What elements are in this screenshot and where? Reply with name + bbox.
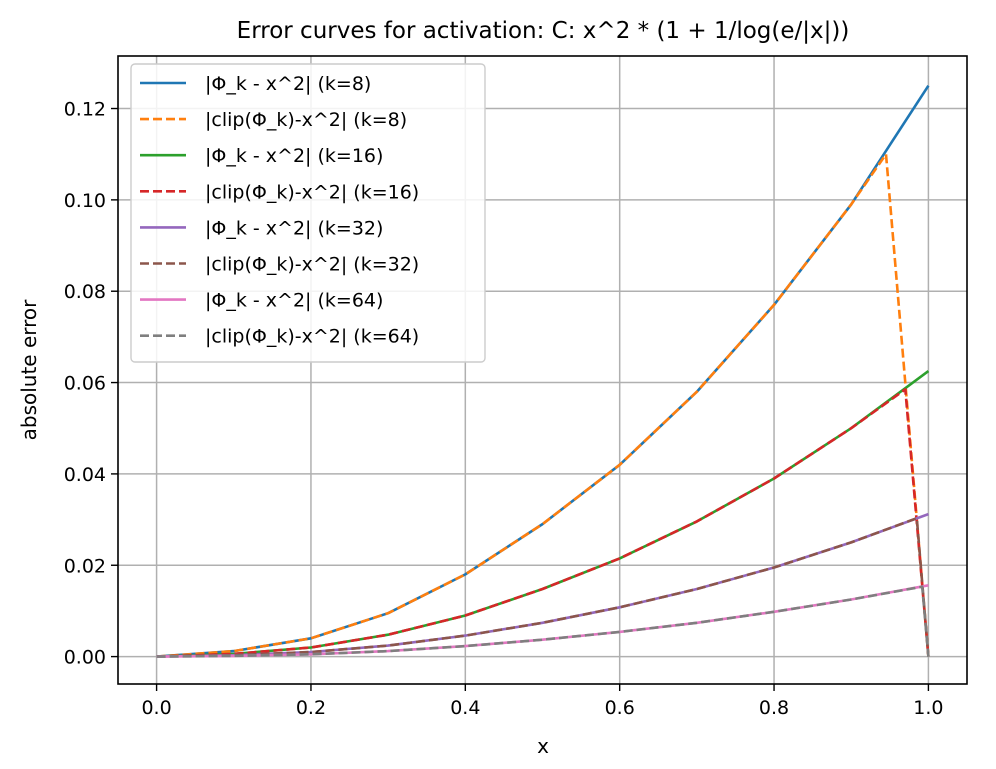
x-axis-label: x: [537, 734, 549, 758]
x-tick-label: 0.6: [605, 697, 635, 719]
series-line-8: [156, 585, 930, 658]
x-tick-label: 0.8: [759, 697, 789, 719]
legend-label: |clip(Φ_k)-x^2| (k=64): [205, 326, 419, 348]
x-tick-label: 0.4: [450, 697, 480, 719]
chart-title: Error curves for activation: C: x^2 * (1…: [237, 18, 850, 44]
legend-label: |clip(Φ_k)-x^2| (k=16): [205, 181, 419, 203]
legend-frame: [130, 63, 486, 363]
x-tick-label: 0.0: [141, 697, 171, 719]
y-tick-label: 0.12: [64, 99, 106, 121]
legend-label: |clip(Φ_k)-x^2| (k=32): [205, 254, 419, 276]
legend-label: |Φ_k - x^2| (k=32): [205, 217, 383, 239]
y-axis-label: absolute error: [17, 299, 41, 441]
legend-label: |Φ_k - x^2| (k=64): [205, 290, 383, 312]
series-line-6: [156, 516, 930, 658]
y-tick-label: 0.04: [64, 464, 106, 486]
y-tick-label: 0.00: [64, 647, 106, 669]
plot-lines: [156, 84, 930, 658]
series-line-1: [156, 84, 930, 658]
ticks: 0.0 0.2 0.4 0.6 0.8 1.0 0.00 0.02 0.04 0.06 0.08 0.…: [64, 99, 944, 719]
legend-label: |Φ_k - x^2| (k=8): [205, 73, 371, 95]
y-tick-label: 0.06: [64, 373, 106, 395]
y-tick-label: 0.10: [64, 190, 106, 212]
x-tick-label: 1.0: [913, 697, 943, 719]
x-tick-label: 0.2: [296, 697, 326, 719]
plot-frame: [117, 55, 968, 685]
legend: |Φ_k - x^2| (k=8) |clip(Φ_k)-x^2| (k=8) |Φ…: [130, 63, 486, 363]
y-tick-label: 0.08: [64, 281, 106, 303]
series-line-2: [156, 152, 930, 658]
y-tick-label: 0.02: [64, 555, 106, 577]
series-line-4: [156, 388, 930, 658]
legend-label: |Φ_k - x^2| (k=16): [205, 145, 383, 167]
legend-label: |clip(Φ_k)-x^2| (k=8): [205, 109, 407, 131]
